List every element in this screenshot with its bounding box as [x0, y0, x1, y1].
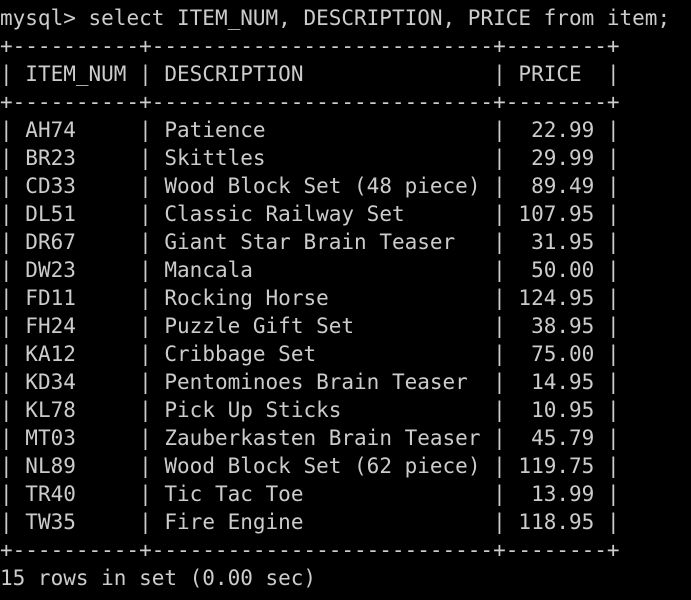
table-row: | TW35 | Fire Engine | 118.95 |	[0, 510, 620, 534]
cell-description: Puzzle Gift Set	[151, 314, 494, 338]
cell-description: Patience	[151, 118, 494, 142]
cell-description: Pick Up Sticks	[151, 398, 494, 422]
cell-description: Fire Engine	[151, 510, 494, 534]
result-footer: 15 rows in set (0.00 sec)	[0, 566, 317, 590]
cell-price: 45.79	[505, 426, 607, 450]
cell-price: 119.75	[505, 454, 607, 478]
cell-price: 31.95	[505, 230, 607, 254]
cell-item-num: KA12	[12, 342, 140, 366]
table-row: | MT03 | Zauberkasten Brain Teaser | 45.…	[0, 426, 620, 450]
cell-item-num: FH24	[12, 314, 140, 338]
cell-description: Giant Star Brain Teaser	[151, 230, 494, 254]
table-row: | FH24 | Puzzle Gift Set | 38.95 |	[0, 314, 620, 338]
table-border-header: +----------+---------------------------+…	[0, 90, 620, 114]
cell-price: 10.95	[505, 398, 607, 422]
cell-description: Zauberkasten Brain Teaser	[151, 426, 494, 450]
cell-price: 124.95	[505, 286, 607, 310]
cell-description: Classic Railway Set	[151, 202, 494, 226]
cell-item-num: KL78	[12, 398, 140, 422]
cell-description: Skittles	[151, 146, 494, 170]
header-description: DESCRIPTION	[151, 62, 494, 86]
table-row: | KL78 | Pick Up Sticks | 10.95 |	[0, 398, 620, 422]
cell-item-num: TR40	[12, 482, 140, 506]
cell-price: 29.99	[505, 146, 607, 170]
table-row: | TR40 | Tic Tac Toe | 13.99 |	[0, 482, 620, 506]
cell-price: 50.00	[505, 258, 607, 282]
header-price: PRICE	[505, 62, 607, 86]
table-header-row: | ITEM_NUM | DESCRIPTION | PRICE |	[0, 62, 620, 86]
cell-description: Cribbage Set	[151, 342, 494, 366]
terminal-window[interactable]: mysql> select ITEM_NUM, DESCRIPTION, PRI…	[0, 4, 691, 600]
cell-description: Mancala	[151, 258, 494, 282]
table-row: | CD33 | Wood Block Set (48 piece) | 89.…	[0, 174, 620, 198]
table-row: | AH74 | Patience | 22.99 |	[0, 118, 620, 142]
cell-price: 13.99	[505, 482, 607, 506]
cell-description: Wood Block Set (48 piece)	[151, 174, 494, 198]
cell-item-num: MT03	[12, 426, 140, 450]
cell-item-num: CD33	[12, 174, 140, 198]
cell-price: 75.00	[505, 342, 607, 366]
cell-item-num: KD34	[12, 370, 140, 394]
cell-price: 107.95	[505, 202, 607, 226]
cell-item-num: DW23	[12, 258, 140, 282]
cell-item-num: BR23	[12, 146, 140, 170]
cell-description: Rocking Horse	[151, 286, 494, 310]
table-row: | KD34 | Pentominoes Brain Teaser | 14.9…	[0, 370, 620, 394]
table-row: | KA12 | Cribbage Set | 75.00 |	[0, 342, 620, 366]
cell-item-num: FD11	[12, 286, 140, 310]
table-row: | DL51 | Classic Railway Set | 107.95 |	[0, 202, 620, 226]
table-row: | DR67 | Giant Star Brain Teaser | 31.95…	[0, 230, 620, 254]
sql-command: select ITEM_NUM, DESCRIPTION, PRICE from…	[88, 6, 671, 30]
cell-price: 14.95	[505, 370, 607, 394]
table-row: | DW23 | Mancala | 50.00 |	[0, 258, 620, 282]
cell-item-num: DL51	[12, 202, 140, 226]
cell-item-num: DR67	[12, 230, 140, 254]
table-row: | FD11 | Rocking Horse | 124.95 |	[0, 286, 620, 310]
cell-item-num: AH74	[12, 118, 140, 142]
cell-price: 89.49	[505, 174, 607, 198]
cell-description: Wood Block Set (62 piece)	[151, 454, 494, 478]
cell-description: Tic Tac Toe	[151, 482, 494, 506]
table-border-bottom: +----------+---------------------------+…	[0, 538, 620, 562]
table-border-top: +----------+---------------------------+…	[0, 34, 620, 58]
cell-price: 38.95	[505, 314, 607, 338]
table-row: | BR23 | Skittles | 29.99 |	[0, 146, 620, 170]
table-row: | NL89 | Wood Block Set (62 piece) | 119…	[0, 454, 620, 478]
cell-price: 22.99	[505, 118, 607, 142]
cell-item-num: NL89	[12, 454, 140, 478]
cell-price: 118.95	[505, 510, 607, 534]
mysql-prompt: mysql>	[0, 6, 89, 30]
command-line: mysql> select ITEM_NUM, DESCRIPTION, PRI…	[0, 4, 691, 32]
result-table: +----------+---------------------------+…	[0, 32, 691, 564]
header-item-num: ITEM_NUM	[12, 62, 140, 86]
cell-item-num: TW35	[12, 510, 140, 534]
cell-description: Pentominoes Brain Teaser	[151, 370, 494, 394]
